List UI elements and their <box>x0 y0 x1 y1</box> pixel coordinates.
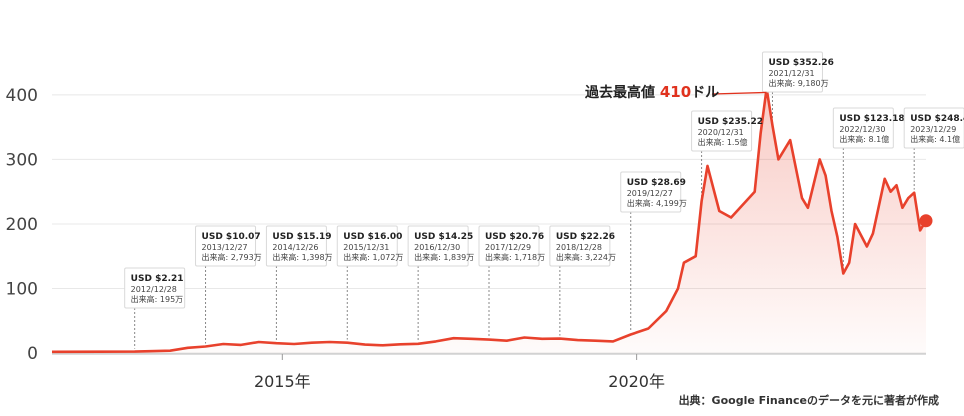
x-axis-ticks: 2015年 2020年 <box>254 354 665 391</box>
annotation-box <box>336 225 398 267</box>
y-tick-label: 200 <box>6 215 38 235</box>
annotation-price: USD $2.21 <box>131 274 184 284</box>
annotation-date: 2016/12/30 <box>414 243 460 252</box>
annotation-price: USD $10.07 <box>202 232 261 242</box>
annotation-price: USD $235.22 <box>698 117 763 127</box>
annotation-volume: 出来高: 1,839万 <box>414 252 474 262</box>
y-tick-label: 0 <box>27 344 38 364</box>
annotation-price: USD $20.76 <box>485 232 544 242</box>
annotation-date: 2012/12/28 <box>131 285 177 294</box>
y-tick-label: 300 <box>6 150 38 170</box>
annotation-volume: 出来高: 3,224万 <box>556 252 616 262</box>
annotation-box <box>478 225 540 267</box>
annotation-volume: 出来高: 1,398万 <box>272 252 332 262</box>
annotation-date: 2022/12/30 <box>839 125 885 134</box>
annotation-box <box>195 225 257 267</box>
annotation-volume: 出来高: 1,072万 <box>343 252 403 262</box>
annotation-price: USD $248.48 <box>910 114 964 124</box>
annotation-box <box>265 225 327 267</box>
annotation-box <box>407 225 469 267</box>
annotation-date: 2015/12/31 <box>343 243 389 252</box>
annotation-box <box>832 107 894 149</box>
annotation-price: USD $123.18 <box>839 114 904 124</box>
annotation-volume: 出来高: 1.5億 <box>698 137 748 147</box>
ath-label-value: 410 <box>660 83 691 101</box>
annotation-volume: 出来高: 2,793万 <box>202 252 262 262</box>
x-tick-label: 2015年 <box>254 372 311 391</box>
annotation-date: 2013/12/27 <box>202 243 248 252</box>
annotation-volume: 出来高: 1,718万 <box>485 252 545 262</box>
ath-label: 過去最高値 410ドル <box>584 83 719 101</box>
ath-label-unit: ドル <box>691 85 719 101</box>
price-area-fill <box>52 88 926 353</box>
annotation-date: 2023/12/29 <box>910 125 956 134</box>
last-price-marker <box>919 214 933 228</box>
annotation-box <box>903 107 964 149</box>
annotation-volume: 出来高: 4.1億 <box>910 134 960 144</box>
annotation-price: USD $15.19 <box>272 232 331 242</box>
annotation-date: 2019/12/27 <box>627 189 673 198</box>
annotation-volume: 出来高: 9,180万 <box>768 78 828 88</box>
annotation-volume: 出来高: 195万 <box>131 294 184 304</box>
annotation-date: 2017/12/29 <box>485 243 531 252</box>
annotation-date: 2021/12/31 <box>768 69 814 78</box>
annotation-price: USD $352.26 <box>768 58 833 68</box>
annotation-date: 2014/12/26 <box>272 243 318 252</box>
annotation-date: 2018/12/28 <box>556 243 602 252</box>
ath-pointer-line <box>711 91 767 95</box>
y-axis-ticks: 0 100 200 300 400 <box>6 86 38 364</box>
annotation-price: USD $16.00 <box>343 232 402 242</box>
annotation-volume: 出来高: 4,199万 <box>627 198 687 208</box>
source-note: 出典：Google Financeのデータを元に著者が作成 <box>679 393 939 407</box>
y-tick-label: 400 <box>6 86 38 106</box>
price-line <box>51 87 928 354</box>
all-time-high-callout: 過去最高値 410ドル <box>584 83 767 101</box>
x-tick-label: 2020年 <box>608 372 665 391</box>
annotation-box <box>691 110 753 152</box>
annotation-box <box>761 51 823 93</box>
annotation-volume: 出来高: 8.1億 <box>839 134 889 144</box>
annotation-box <box>124 267 186 309</box>
annotation-price: USD $28.69 <box>627 178 686 188</box>
annotation-date: 2020/12/31 <box>698 128 744 137</box>
annotation-price: USD $14.25 <box>414 232 473 242</box>
annotation-box <box>549 225 611 267</box>
annotation-box <box>620 171 682 213</box>
ath-label-prefix: 過去最高値 <box>584 84 660 101</box>
annotation-price: USD $22.26 <box>556 232 615 242</box>
y-tick-label: 100 <box>6 279 38 299</box>
